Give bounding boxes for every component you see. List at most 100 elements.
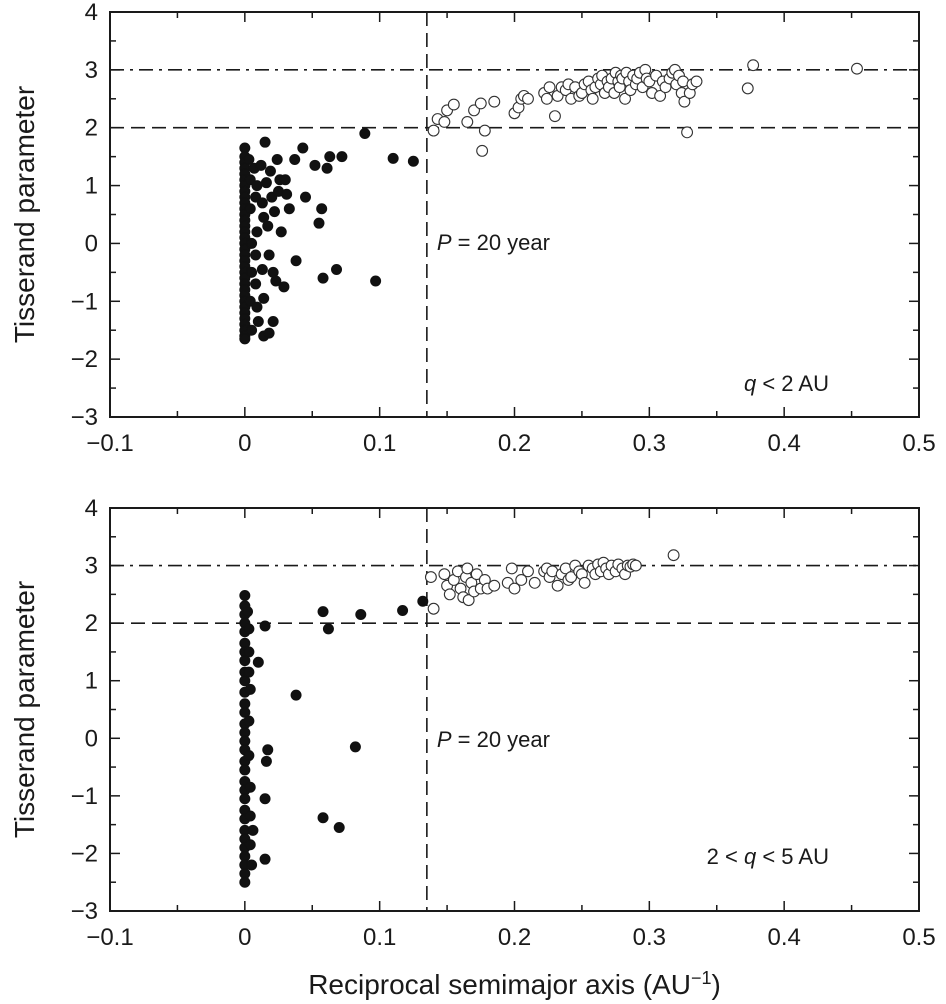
data-point-open: [461, 115, 474, 128]
data-point-filled: [260, 755, 272, 767]
data-point-open: [505, 562, 518, 575]
data-point-open: [667, 549, 680, 562]
data-point-filled: [289, 154, 301, 166]
data-point-filled: [244, 203, 256, 215]
data-point-filled: [252, 316, 264, 328]
data-point-filled: [243, 154, 255, 166]
region-annotation: 2 < q < 5 AU: [707, 844, 829, 869]
data-point-filled: [336, 151, 348, 163]
y-tick-label: 3: [85, 57, 98, 84]
data-point-filled: [256, 197, 268, 209]
data-point-filled: [290, 689, 302, 701]
y-tick-label: −3: [71, 898, 98, 925]
data-point-open: [548, 110, 561, 123]
data-point-open: [851, 62, 863, 75]
data-point-filled: [275, 226, 287, 238]
data-point-filled: [370, 275, 382, 287]
x-tick-label: 0.1: [363, 924, 396, 951]
data-point-filled: [355, 609, 367, 621]
y-tick-label: −3: [71, 404, 98, 431]
data-point-open: [427, 602, 440, 615]
data-point-filled: [246, 237, 258, 249]
data-point-filled: [417, 595, 429, 607]
panel-bottom: −0.1 0 0.1 0.2 0.3 0.4 0.5 −3 −2 −1 0 1 2 3 4 Tisserand…: [9, 495, 936, 1000]
data-point-open: [678, 95, 691, 108]
x-tick-label: 0.3: [633, 430, 666, 457]
data-point-filled: [239, 590, 251, 602]
data-point-filled: [244, 781, 256, 793]
x-tick-label: −0.1: [86, 924, 133, 951]
data-point-filled: [251, 301, 263, 313]
data-point-open: [690, 75, 703, 88]
x-axis-title: Reciprocal semimajor axis (AU−1): [308, 968, 721, 1000]
data-point-filled: [243, 750, 255, 762]
data-point-filled: [316, 203, 328, 215]
data-point-filled: [243, 666, 255, 678]
data-point-filled: [397, 604, 409, 616]
data-point-filled: [331, 263, 343, 275]
data-point-filled: [387, 152, 399, 164]
data-point-open: [578, 576, 591, 589]
y-tick-label: 1: [85, 668, 98, 695]
data-point-open: [586, 92, 599, 105]
data-point-open: [522, 92, 534, 105]
data-point-filled: [283, 203, 295, 215]
data-point-open: [551, 579, 564, 592]
y-tick-label: 2: [85, 115, 98, 142]
data-point-filled: [244, 683, 256, 695]
data-point-filled: [300, 191, 312, 203]
data-point-filled: [407, 155, 419, 167]
data-point-filled: [271, 154, 283, 166]
data-point-filled: [259, 853, 271, 865]
y-axis-title: Tisserand parameter: [9, 86, 40, 343]
data-point-filled: [244, 839, 256, 851]
data-point-open: [462, 594, 475, 607]
data-point-filled: [322, 623, 334, 635]
data-point-filled: [321, 162, 333, 174]
data-point-open: [629, 559, 642, 572]
data-point-filled: [260, 177, 272, 189]
data-point-filled: [242, 606, 254, 618]
data-point-filled: [246, 859, 258, 871]
x-tick-label: 0.2: [498, 430, 531, 457]
panel-top: −0.1 0 0.1 0.2 0.3 0.4 0.5 −3 −2 −1 0 1 2 3 4 Tisserand…: [9, 0, 936, 457]
data-point-filled: [270, 275, 282, 287]
y-tick-label: 4: [85, 495, 98, 522]
x-tick-label: 0.2: [498, 924, 531, 951]
x-tick-label: 0: [238, 430, 251, 457]
data-point-open: [528, 576, 541, 589]
data-point-filled: [317, 606, 329, 618]
data-point-filled: [263, 249, 275, 261]
data-point-open: [619, 92, 632, 105]
data-point-filled: [281, 188, 293, 200]
data-point-filled: [267, 316, 279, 328]
data-point-open: [438, 568, 451, 581]
data-point-open: [424, 571, 437, 584]
data-point-open: [461, 562, 474, 575]
data-point-open: [427, 124, 440, 137]
data-point-filled: [255, 159, 267, 171]
data-point-open: [741, 82, 754, 95]
data-point-filled: [317, 812, 329, 824]
x-tick-label: 0: [238, 924, 251, 951]
data-point-open: [447, 98, 460, 111]
data-point-open: [508, 582, 521, 595]
data-point-filled: [359, 128, 371, 139]
data-point-filled: [259, 620, 271, 632]
data-point-filled: [251, 226, 263, 238]
data-point-filled: [333, 822, 345, 834]
data-point-filled: [243, 715, 255, 727]
x-tick-label: 0.5: [902, 924, 935, 951]
data-point-filled: [309, 159, 321, 171]
y-tick-label: 0: [85, 725, 98, 752]
data-point-filled: [247, 824, 259, 836]
data-point-open: [540, 92, 553, 105]
data-point-open: [443, 588, 456, 601]
data-point-filled: [297, 142, 309, 154]
data-point-filled: [324, 151, 336, 163]
data-point-filled: [290, 255, 302, 267]
data-point-filled: [239, 793, 251, 805]
y-tick-label: −2: [71, 840, 98, 867]
y-tick-label: 2: [85, 610, 98, 637]
data-point-filled: [264, 165, 276, 177]
